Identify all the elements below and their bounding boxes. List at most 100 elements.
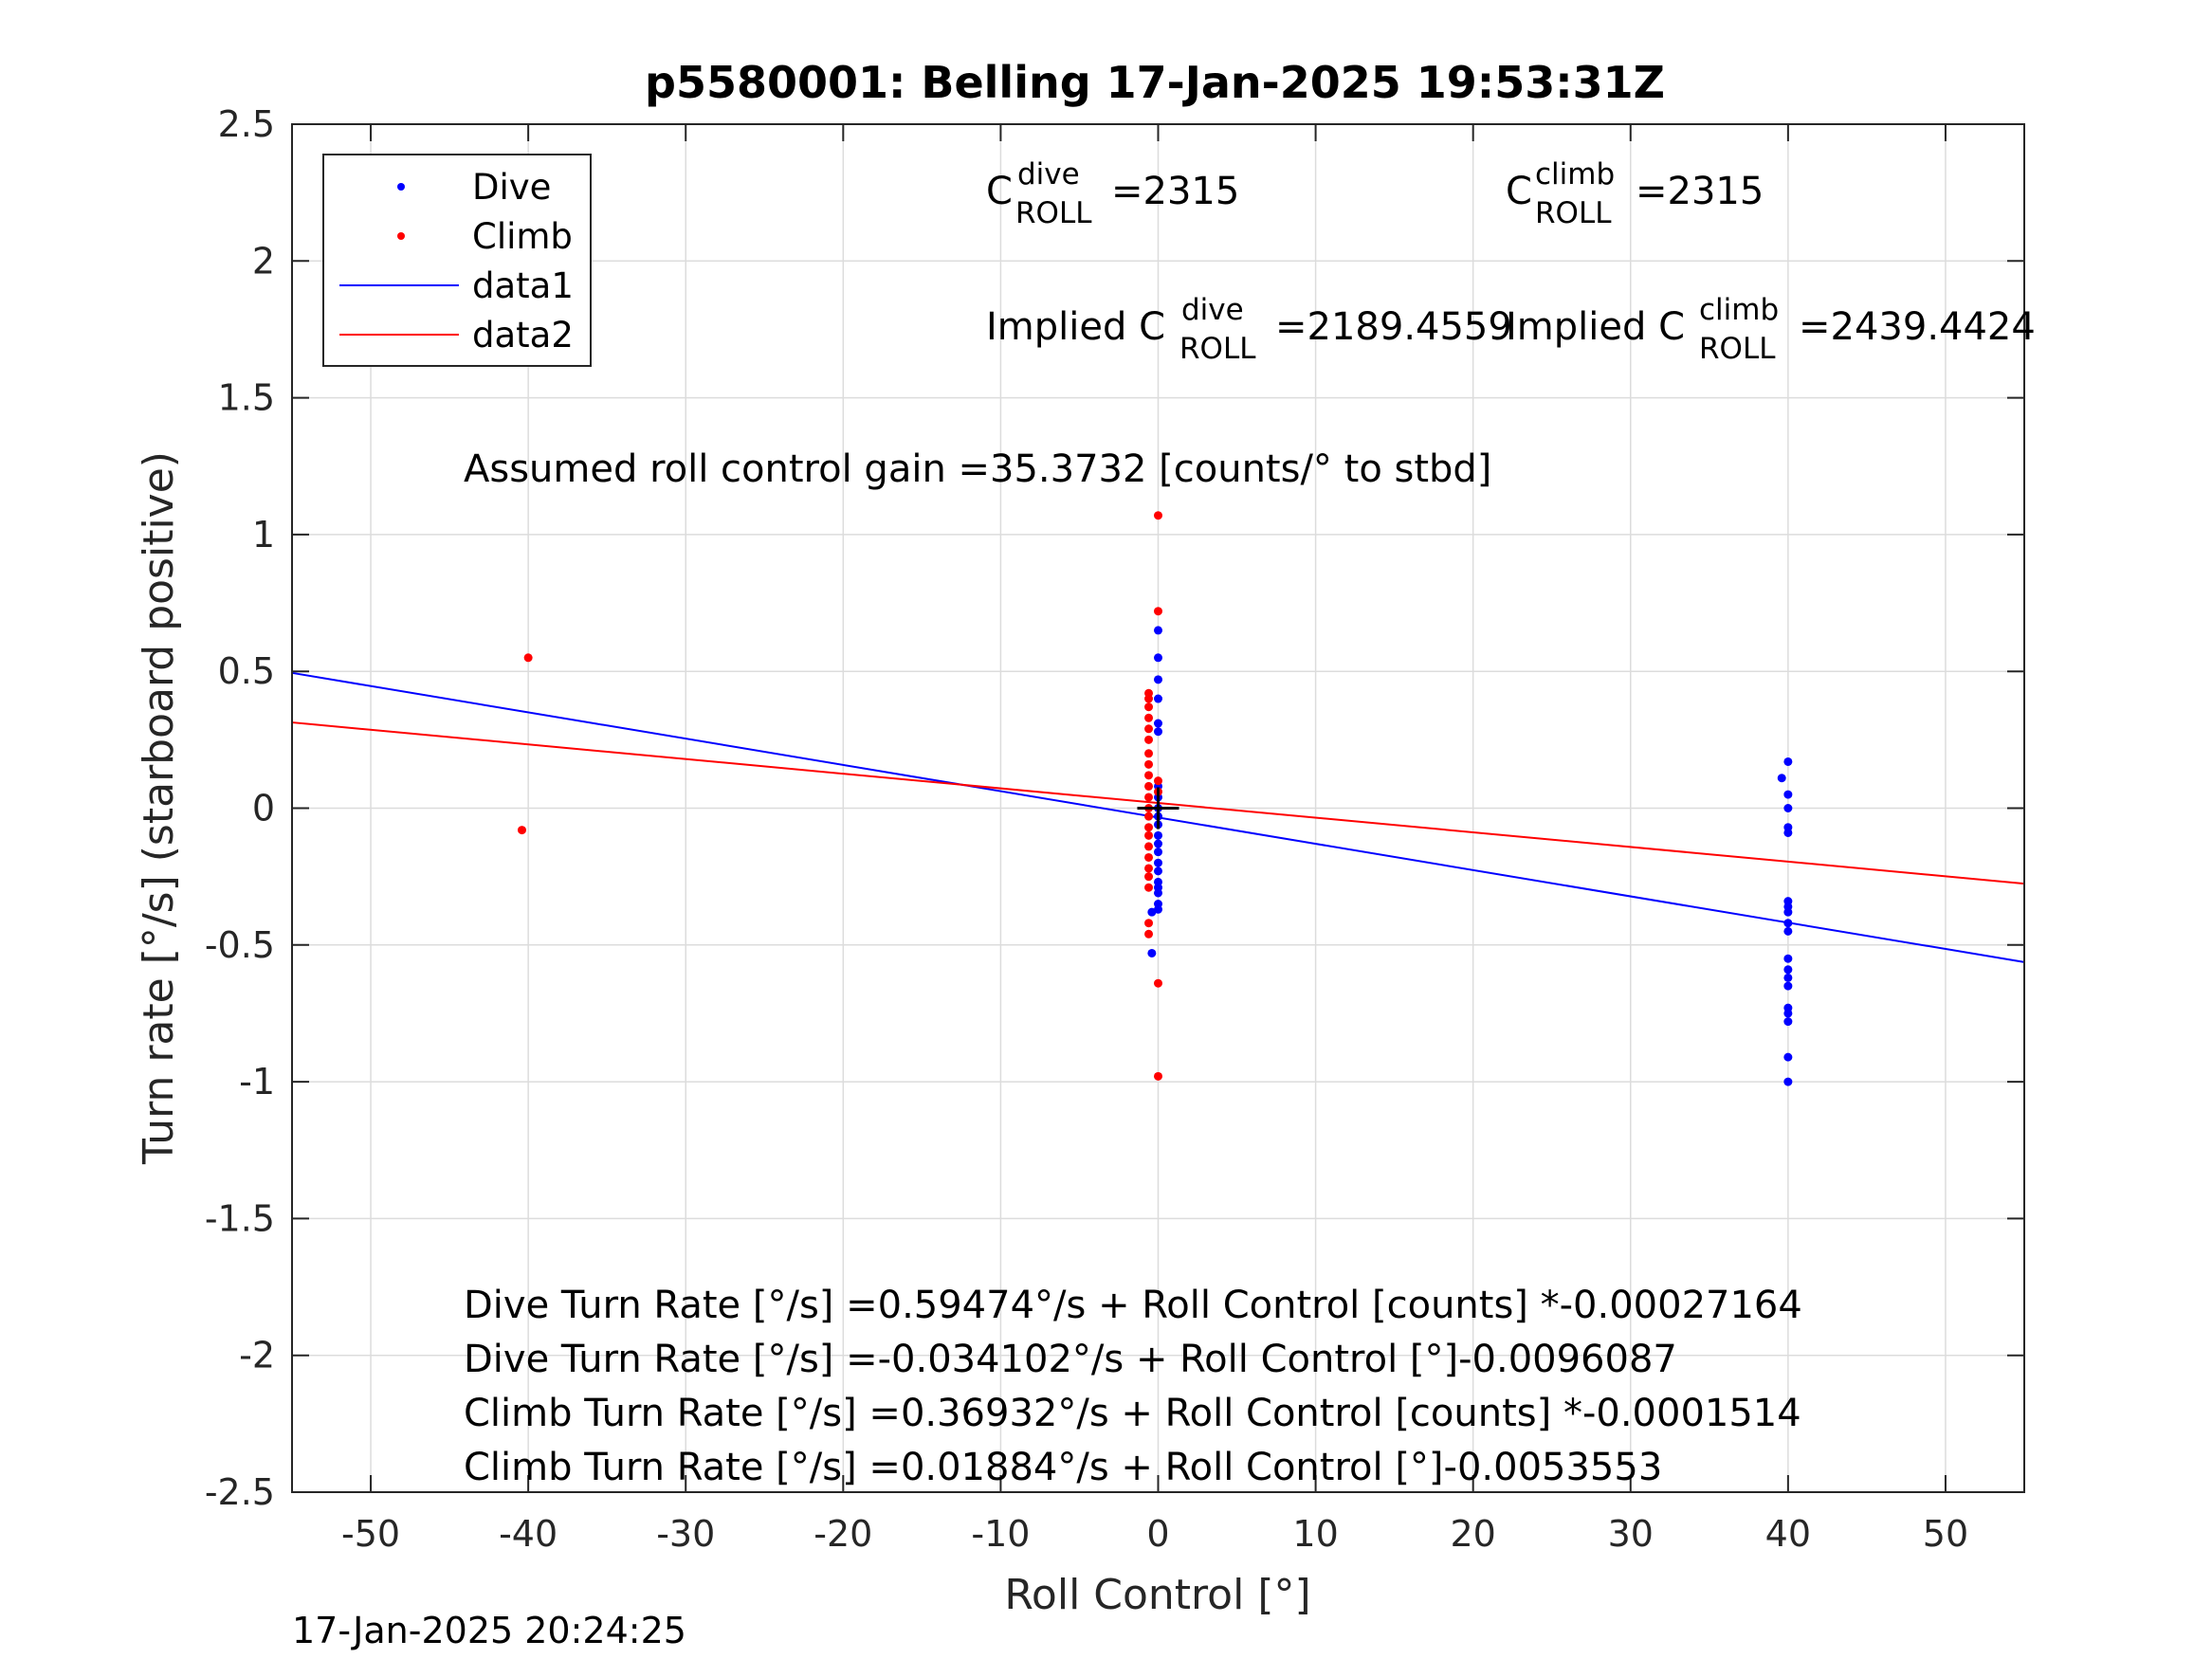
dive-point bbox=[1783, 907, 1793, 917]
x-tick-label: -50 bbox=[341, 1513, 400, 1555]
y-tick-labels: -2.5 -2 -1.5 -1 -0.5 0 0.5 1 1.5 2 2.5 bbox=[205, 103, 275, 1513]
c-roll-dive-annotation: C dive ROLL =2315 bbox=[986, 157, 1239, 230]
climb-point bbox=[1144, 713, 1154, 722]
dive-point bbox=[1783, 1077, 1793, 1086]
dive-point bbox=[1154, 694, 1162, 703]
climb-point bbox=[1154, 978, 1162, 988]
c-roll-dive-sup: dive bbox=[1017, 157, 1080, 191]
dive-point bbox=[1147, 948, 1157, 957]
implied-dive-sup: dive bbox=[1181, 293, 1244, 327]
dive-point bbox=[1154, 848, 1162, 857]
implied-climb-annotation: Implied C climb ROLL =2439.4424 bbox=[1506, 293, 2036, 366]
climb-point bbox=[1144, 823, 1154, 832]
climb-point bbox=[1144, 830, 1154, 840]
implied-dive-prefix: Implied C bbox=[986, 305, 1165, 349]
c-roll-climb-annotation: C climb ROLL =2315 bbox=[1506, 157, 1764, 230]
legend-data1-label: data1 bbox=[472, 265, 574, 306]
x-tick-label: -10 bbox=[971, 1513, 1030, 1555]
climb-point bbox=[1154, 776, 1162, 786]
implied-climb-prefix: Implied C bbox=[1506, 305, 1685, 349]
chart-title: p5580001: Belling 17-Jan-2025 19:53:31Z bbox=[645, 57, 1665, 108]
dive-point bbox=[1154, 626, 1162, 635]
climb-point bbox=[1144, 749, 1154, 758]
center-plus-marker bbox=[1137, 787, 1179, 830]
equation-climb-degrees: Climb Turn Rate [°/s] =0.01884°/s + Roll… bbox=[464, 1446, 1662, 1489]
y-tick-label: 2 bbox=[252, 240, 275, 282]
y-tick-label: 1 bbox=[252, 514, 275, 556]
legend-dive-marker bbox=[397, 183, 405, 191]
dive-point bbox=[1783, 1052, 1793, 1062]
c-roll-climb-sub: ROLL bbox=[1535, 196, 1612, 230]
dive-point bbox=[1154, 888, 1162, 898]
x-tick-label: -40 bbox=[499, 1513, 558, 1555]
implied-climb-sub: ROLL bbox=[1699, 332, 1776, 366]
y-tick-label: 1.5 bbox=[218, 377, 275, 419]
c-roll-dive-value: =2315 bbox=[1111, 170, 1239, 213]
x-tick-labels: -50 -40 -30 -20 -10 0 10 20 30 40 50 bbox=[341, 1513, 1968, 1555]
climb-point bbox=[1144, 735, 1154, 744]
dive-point bbox=[1154, 653, 1162, 663]
climb-point bbox=[1154, 607, 1162, 616]
dive-point bbox=[1154, 727, 1162, 737]
climb-point bbox=[1144, 929, 1154, 939]
y-tick-label: 0.5 bbox=[218, 650, 275, 692]
dive-point bbox=[1154, 675, 1162, 684]
dive-point bbox=[1783, 965, 1793, 975]
equation-dive-counts: Dive Turn Rate [°/s] =0.59474°/s + Roll … bbox=[464, 1284, 1802, 1327]
equation-climb-counts: Climb Turn Rate [°/s] =0.36932°/s + Roll… bbox=[464, 1392, 1801, 1435]
dive-point bbox=[1147, 907, 1157, 917]
x-tick-label: 0 bbox=[1146, 1513, 1169, 1555]
y-axis-label: Turn rate [°/s] (starboard positive) bbox=[135, 451, 183, 1165]
climb-point bbox=[1144, 811, 1154, 821]
climb-point bbox=[1144, 694, 1154, 703]
dive-point bbox=[1783, 1017, 1793, 1027]
x-tick-label: 10 bbox=[1292, 1513, 1338, 1555]
dive-point bbox=[1783, 1009, 1793, 1018]
implied-dive-value: =2189.4559 bbox=[1275, 305, 1512, 349]
climb-point bbox=[517, 826, 526, 835]
c-roll-climb-value: =2315 bbox=[1636, 170, 1764, 213]
climb-point bbox=[1144, 759, 1154, 769]
y-tick-label: -0.5 bbox=[205, 924, 275, 966]
generation-timestamp: 17-Jan-2025 20:24:25 bbox=[292, 1610, 686, 1651]
x-tick-label: 50 bbox=[1923, 1513, 1968, 1555]
climb-point bbox=[1144, 793, 1154, 802]
y-tick-label: -2 bbox=[239, 1335, 275, 1376]
dive-point bbox=[1154, 858, 1162, 867]
dive-point bbox=[1783, 828, 1793, 837]
implied-dive-sub: ROLL bbox=[1179, 332, 1256, 366]
c-roll-climb-base: C bbox=[1506, 170, 1532, 213]
implied-climb-value: =2439.4424 bbox=[1799, 305, 2036, 349]
climb-point bbox=[1154, 511, 1162, 520]
dive-point bbox=[1154, 719, 1162, 728]
climb-point bbox=[1154, 1071, 1162, 1081]
x-tick-label: -30 bbox=[656, 1513, 715, 1555]
climb-point bbox=[1144, 883, 1154, 892]
dive-point bbox=[1783, 804, 1793, 812]
dive-point bbox=[1783, 919, 1793, 928]
dive-point bbox=[1154, 866, 1162, 876]
x-tick-label: 40 bbox=[1765, 1513, 1811, 1555]
climb-point bbox=[1144, 771, 1154, 780]
implied-climb-sup: climb bbox=[1699, 293, 1779, 327]
legend-climb-label: Climb bbox=[472, 216, 573, 257]
x-tick-label: -20 bbox=[814, 1513, 872, 1555]
y-tick-label: 2.5 bbox=[218, 103, 275, 145]
dive-point bbox=[1783, 757, 1793, 766]
dive-point bbox=[1154, 830, 1162, 840]
legend-box bbox=[322, 154, 592, 367]
climb-point bbox=[1144, 872, 1154, 882]
y-tick-label: 0 bbox=[252, 788, 275, 830]
dive-point bbox=[1783, 981, 1793, 991]
climb-point bbox=[1144, 919, 1154, 928]
dive-point bbox=[1783, 954, 1793, 963]
climb-point bbox=[1144, 842, 1154, 851]
y-tick-label: -2.5 bbox=[205, 1471, 275, 1513]
c-roll-climb-sup: climb bbox=[1535, 157, 1615, 191]
roll-gain-annotation: Assumed roll control gain =35.3732 [coun… bbox=[464, 447, 1491, 491]
equation-dive-degrees: Dive Turn Rate [°/s] =-0.034102°/s + Rol… bbox=[464, 1338, 1677, 1381]
climb-point bbox=[1144, 781, 1154, 791]
y-tick-label: -1 bbox=[239, 1061, 275, 1103]
climb-point bbox=[1144, 864, 1154, 873]
